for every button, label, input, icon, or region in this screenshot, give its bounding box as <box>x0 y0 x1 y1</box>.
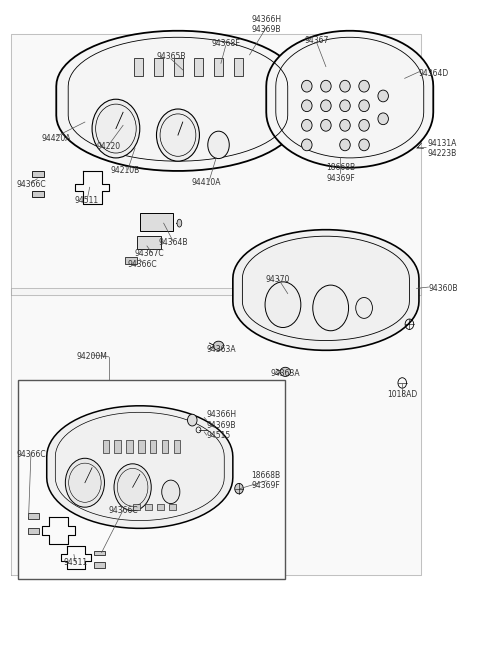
Ellipse shape <box>378 90 388 102</box>
Bar <box>162 440 168 453</box>
Ellipse shape <box>65 458 105 507</box>
Polygon shape <box>125 257 137 263</box>
Bar <box>214 58 223 77</box>
Text: 94511: 94511 <box>63 558 87 567</box>
Polygon shape <box>28 529 38 534</box>
Text: 94200M: 94200M <box>77 352 108 362</box>
Polygon shape <box>28 514 38 519</box>
Text: 94366C: 94366C <box>127 260 157 269</box>
Ellipse shape <box>156 109 199 161</box>
Bar <box>18 380 285 578</box>
Ellipse shape <box>340 81 350 92</box>
Bar <box>134 58 143 77</box>
Ellipse shape <box>359 100 369 111</box>
Bar <box>115 440 120 453</box>
Ellipse shape <box>359 119 369 131</box>
Bar <box>169 504 176 510</box>
Ellipse shape <box>162 480 180 504</box>
Ellipse shape <box>301 119 312 131</box>
Ellipse shape <box>301 139 312 151</box>
Bar <box>234 58 243 77</box>
Polygon shape <box>56 31 300 171</box>
Ellipse shape <box>213 341 224 350</box>
Ellipse shape <box>340 139 350 151</box>
Ellipse shape <box>321 81 331 92</box>
Ellipse shape <box>208 131 229 159</box>
Ellipse shape <box>114 464 151 511</box>
Text: 94367C: 94367C <box>134 250 164 258</box>
Ellipse shape <box>340 100 350 111</box>
Bar <box>174 440 180 453</box>
Polygon shape <box>266 31 433 168</box>
Bar <box>150 440 156 453</box>
Text: 94367: 94367 <box>304 36 328 45</box>
Polygon shape <box>47 406 233 529</box>
Polygon shape <box>95 551 106 555</box>
Bar <box>138 440 144 453</box>
Text: 94366H
94369B: 94366H 94369B <box>251 14 281 34</box>
Text: 18668B
94369F: 18668B 94369F <box>326 163 356 183</box>
Ellipse shape <box>280 367 290 377</box>
Polygon shape <box>33 171 44 178</box>
Bar <box>133 504 140 510</box>
Polygon shape <box>11 34 421 295</box>
Ellipse shape <box>177 219 182 227</box>
Ellipse shape <box>321 100 331 111</box>
Text: 94368E: 94368E <box>211 39 240 48</box>
Polygon shape <box>95 562 106 567</box>
Text: 94370: 94370 <box>266 275 290 284</box>
Text: 94365B: 94365B <box>156 52 186 62</box>
Text: 94366C: 94366C <box>16 179 46 189</box>
Text: 94410A: 94410A <box>192 178 221 187</box>
Text: 94131A
94223B: 94131A 94223B <box>427 139 456 159</box>
Ellipse shape <box>235 483 243 494</box>
Text: 94360B: 94360B <box>429 284 458 293</box>
Text: 94220: 94220 <box>96 141 121 151</box>
Bar <box>194 58 203 77</box>
Ellipse shape <box>359 81 369 92</box>
Bar <box>140 213 173 231</box>
Bar <box>154 58 163 77</box>
Bar <box>145 504 152 510</box>
Bar <box>103 440 109 453</box>
Text: 94363A: 94363A <box>206 345 236 354</box>
Bar <box>126 440 132 453</box>
Text: 94366H
94369B: 94366H 94369B <box>206 411 237 430</box>
Polygon shape <box>233 230 419 350</box>
Ellipse shape <box>356 297 372 318</box>
Ellipse shape <box>321 119 331 131</box>
Text: 94515: 94515 <box>206 430 231 440</box>
Text: 94364D: 94364D <box>419 69 449 78</box>
Text: 94210B: 94210B <box>111 166 140 176</box>
Bar <box>157 504 164 510</box>
Text: 94363A: 94363A <box>271 369 300 378</box>
Ellipse shape <box>340 119 350 131</box>
Text: 94511: 94511 <box>74 196 98 205</box>
Ellipse shape <box>378 113 388 124</box>
Text: 94366C: 94366C <box>16 450 46 459</box>
Text: 1018AD: 1018AD <box>387 390 418 399</box>
Polygon shape <box>11 288 421 575</box>
Ellipse shape <box>188 414 197 426</box>
Ellipse shape <box>301 81 312 92</box>
Ellipse shape <box>265 282 301 328</box>
Polygon shape <box>33 191 44 197</box>
Bar <box>137 236 161 250</box>
Text: 94364B: 94364B <box>158 238 188 247</box>
Text: 18668B
94369F: 18668B 94369F <box>252 471 281 491</box>
Bar <box>174 58 183 77</box>
Ellipse shape <box>301 100 312 111</box>
Ellipse shape <box>92 99 140 158</box>
Ellipse shape <box>313 285 348 331</box>
Text: 94420A: 94420A <box>41 134 71 143</box>
Ellipse shape <box>359 139 369 151</box>
Text: 94366C: 94366C <box>108 506 138 515</box>
